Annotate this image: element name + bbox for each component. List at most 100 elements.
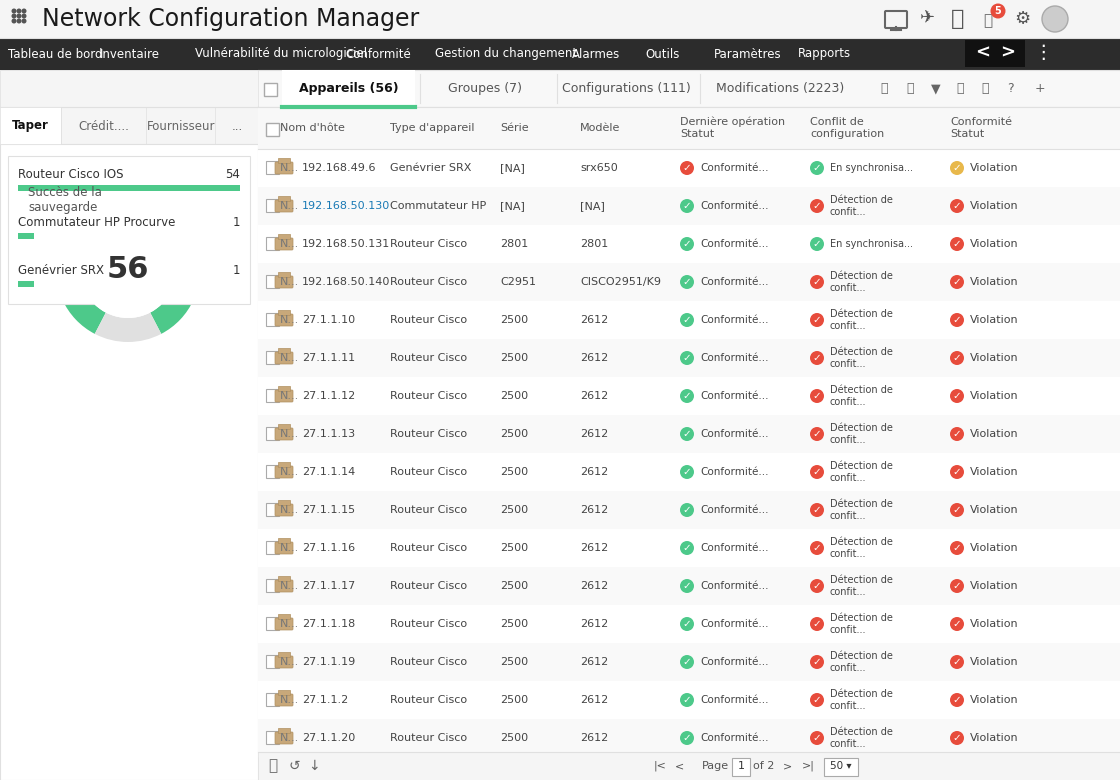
Text: ✓: ✓: [953, 277, 961, 287]
Text: 2500: 2500: [500, 429, 529, 439]
FancyBboxPatch shape: [258, 107, 1120, 780]
Text: Routeur Cisco IOS: Routeur Cisco IOS: [18, 168, 123, 180]
Text: Crédit....: Crédit....: [78, 119, 130, 133]
Circle shape: [810, 617, 824, 631]
Text: Conformité...: Conformité...: [700, 467, 768, 477]
Text: ✓: ✓: [953, 201, 961, 211]
Text: ✓: ✓: [953, 353, 961, 363]
Text: ✓: ✓: [682, 163, 691, 173]
Circle shape: [680, 237, 694, 251]
Text: 50 ▾: 50 ▾: [830, 761, 852, 771]
Circle shape: [950, 617, 964, 631]
FancyBboxPatch shape: [258, 605, 1120, 643]
FancyBboxPatch shape: [8, 156, 250, 304]
Circle shape: [810, 351, 824, 365]
Text: En synchronisa...: En synchronisa...: [830, 163, 913, 173]
Text: Violation: Violation: [970, 277, 1018, 287]
Text: Conformité...: Conformité...: [700, 315, 768, 325]
Text: Nom d'hôte: Nom d'hôte: [280, 123, 345, 133]
FancyBboxPatch shape: [267, 123, 279, 136]
Circle shape: [22, 9, 26, 12]
Text: N...: N...: [280, 353, 299, 363]
Circle shape: [80, 222, 176, 318]
FancyBboxPatch shape: [267, 313, 279, 326]
FancyBboxPatch shape: [258, 453, 1120, 491]
Text: ✓: ✓: [682, 353, 691, 363]
Text: 2500: 2500: [500, 505, 529, 515]
FancyBboxPatch shape: [278, 386, 290, 391]
Text: C2951: C2951: [500, 277, 536, 287]
Text: Conformité...: Conformité...: [700, 619, 768, 629]
Text: 192.168.50.140: 192.168.50.140: [302, 277, 391, 287]
Text: 2612: 2612: [580, 733, 608, 743]
FancyBboxPatch shape: [0, 38, 1120, 70]
Circle shape: [17, 14, 21, 18]
Text: 2500: 2500: [500, 695, 529, 705]
Text: Violation: Violation: [970, 467, 1018, 477]
Circle shape: [810, 313, 824, 327]
Text: N...: N...: [280, 467, 299, 477]
FancyBboxPatch shape: [732, 758, 750, 776]
Circle shape: [810, 237, 824, 251]
Text: Conformité...: Conformité...: [700, 543, 768, 553]
FancyBboxPatch shape: [258, 377, 1120, 415]
Text: Conformité...: Conformité...: [700, 505, 768, 515]
Text: Détection de
confit...: Détection de confit...: [830, 613, 893, 635]
Text: 2801: 2801: [500, 239, 529, 249]
Text: ✓: ✓: [813, 353, 821, 363]
Text: ✓: ✓: [953, 733, 961, 743]
Text: 27.1.1.14: 27.1.1.14: [302, 467, 355, 477]
Text: 2801: 2801: [580, 239, 608, 249]
FancyBboxPatch shape: [276, 580, 293, 592]
Text: N...: N...: [280, 657, 299, 667]
Text: Tableau de bord: Tableau de bord: [8, 48, 103, 61]
Text: [NA]: [NA]: [500, 163, 525, 173]
Text: ✓: ✓: [682, 581, 691, 591]
Circle shape: [680, 655, 694, 669]
Wedge shape: [56, 198, 200, 334]
FancyBboxPatch shape: [278, 424, 290, 429]
FancyBboxPatch shape: [267, 731, 279, 744]
FancyBboxPatch shape: [258, 339, 1120, 377]
FancyBboxPatch shape: [276, 390, 293, 402]
Text: 2612: 2612: [580, 695, 608, 705]
Text: >: >: [783, 761, 793, 771]
FancyBboxPatch shape: [276, 162, 293, 174]
Text: ✓: ✓: [682, 315, 691, 325]
Text: >: >: [1000, 44, 1016, 62]
Text: Dernière opération
Statut: Dernière opération Statut: [680, 116, 785, 140]
Text: 2500: 2500: [500, 467, 529, 477]
Text: Détection de
confit...: Détection de confit...: [830, 385, 893, 407]
Circle shape: [950, 351, 964, 365]
FancyBboxPatch shape: [18, 281, 34, 287]
Text: 56: 56: [106, 256, 149, 285]
Circle shape: [950, 161, 964, 175]
Text: Conformité...: Conformité...: [700, 277, 768, 287]
Text: ✓: ✓: [682, 277, 691, 287]
Text: 2612: 2612: [580, 543, 608, 553]
Text: Commutateur HP Procurve: Commutateur HP Procurve: [18, 215, 176, 229]
Circle shape: [950, 275, 964, 289]
Circle shape: [680, 351, 694, 365]
FancyBboxPatch shape: [267, 503, 279, 516]
Circle shape: [950, 465, 964, 479]
Text: <: <: [976, 44, 990, 62]
Text: ✓: ✓: [813, 277, 821, 287]
Text: Violation: Violation: [970, 619, 1018, 629]
Text: 27.1.1.10: 27.1.1.10: [302, 315, 355, 325]
Text: Détection de
confit...: Détection de confit...: [830, 690, 893, 711]
Text: Détection de
confit...: Détection de confit...: [830, 195, 893, 217]
Text: Routeur Cisco: Routeur Cisco: [390, 695, 467, 705]
Text: 27.1.1.13: 27.1.1.13: [302, 429, 355, 439]
Text: Routeur Cisco: Routeur Cisco: [390, 239, 467, 249]
FancyBboxPatch shape: [258, 567, 1120, 605]
Text: Succès de la
sauvegarde: Succès de la sauvegarde: [28, 186, 102, 214]
FancyBboxPatch shape: [278, 234, 290, 239]
Text: 54: 54: [225, 168, 240, 180]
Text: Modèle: Modèle: [580, 123, 620, 133]
FancyBboxPatch shape: [267, 541, 279, 554]
FancyBboxPatch shape: [278, 728, 290, 733]
Text: Routeur Cisco: Routeur Cisco: [390, 619, 467, 629]
Text: 📄: 📄: [906, 82, 914, 95]
Text: Conformité...: Conformité...: [700, 581, 768, 591]
